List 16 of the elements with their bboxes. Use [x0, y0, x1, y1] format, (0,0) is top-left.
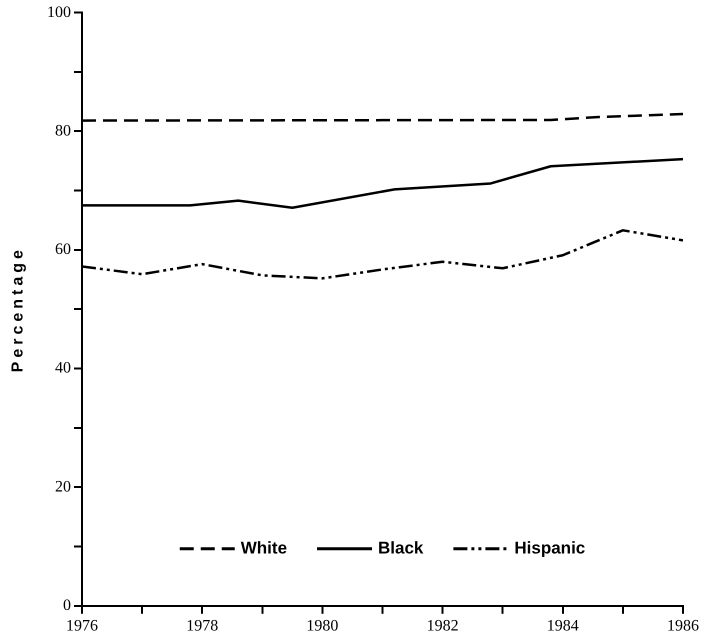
x-tick-label: 1982 [426, 618, 459, 635]
x-tick-label: 1986 [667, 618, 699, 635]
x-tick-label: 1978 [186, 618, 218, 635]
y-axis-title: Percentage [9, 246, 26, 372]
x-tick-label: 1980 [306, 618, 338, 635]
legend-label: Black [378, 538, 424, 558]
y-tick-label: 40 [55, 360, 71, 377]
y-tick-label: 0 [63, 597, 71, 614]
y-tick-label: 60 [55, 241, 71, 258]
y-tick-label: 20 [55, 478, 71, 496]
x-tick-label: 1976 [66, 618, 98, 635]
legend-label: Hispanic [514, 538, 586, 558]
y-tick-label: 100 [47, 4, 71, 21]
x-tick-label: 1984 [546, 618, 579, 635]
legend-label: White [240, 538, 288, 558]
y-tick-label: 80 [55, 122, 71, 140]
